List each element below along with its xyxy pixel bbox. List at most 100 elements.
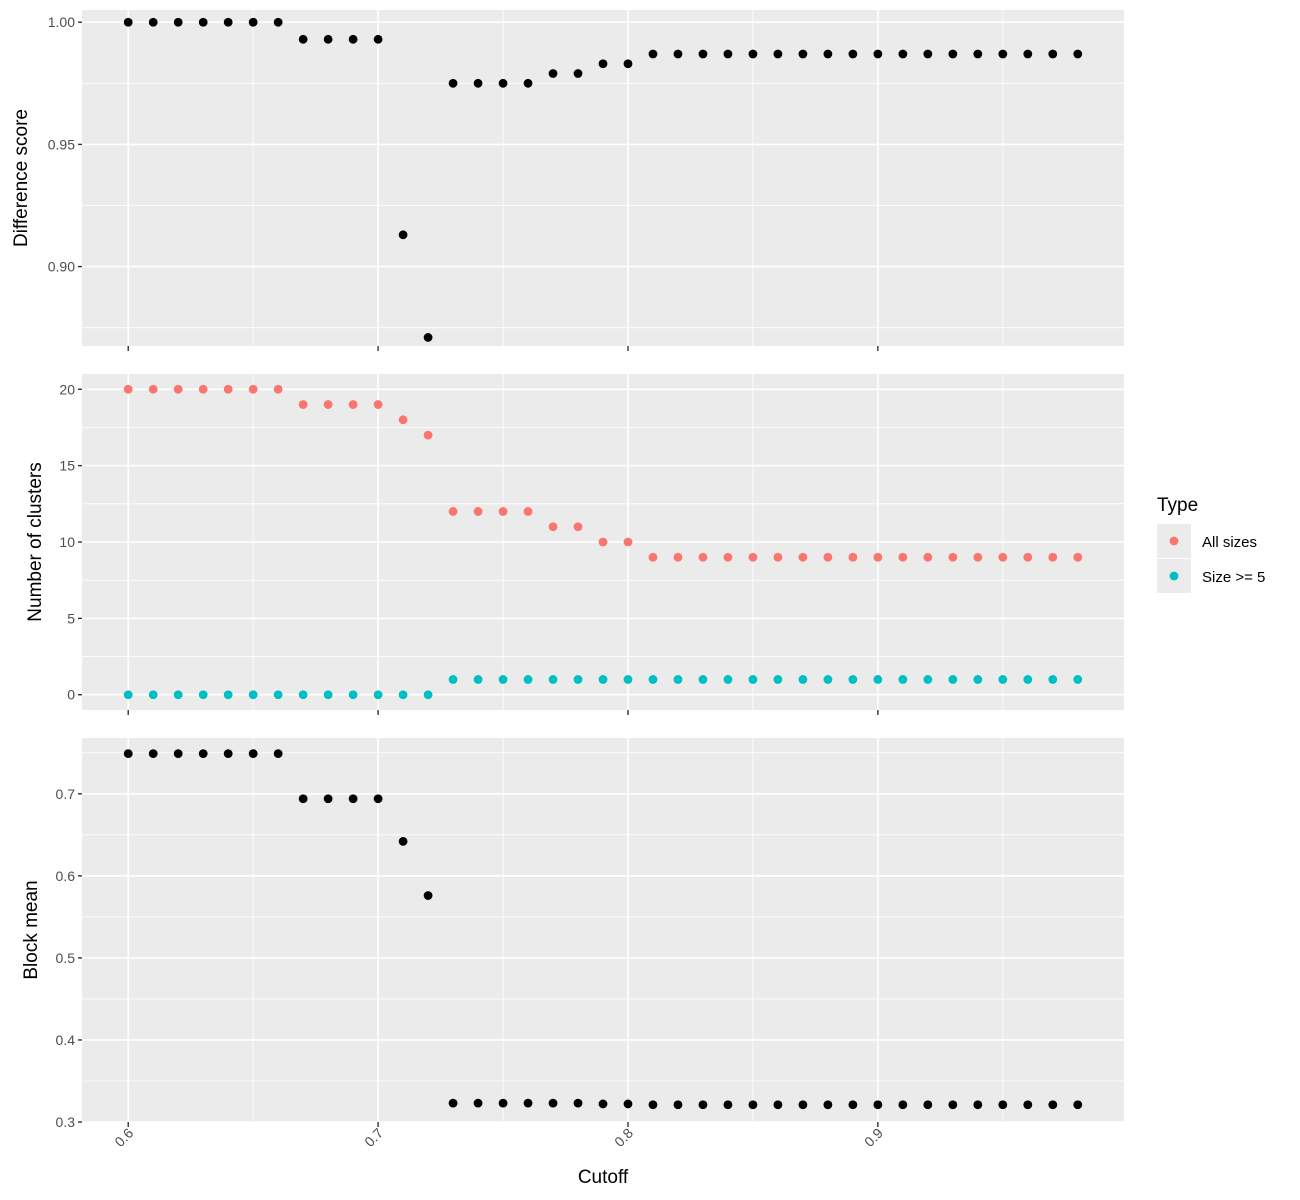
x-tick-label: 0.8 — [611, 1125, 636, 1150]
data-point — [773, 49, 783, 59]
data-point — [673, 1100, 683, 1110]
data-point — [998, 49, 1008, 59]
data-point-all-sizes — [498, 507, 508, 516]
data-point — [973, 1100, 983, 1110]
data-point-size-5 — [498, 675, 508, 684]
data-point-size-5 — [623, 675, 633, 684]
y-tick-label: 0.4 — [56, 1032, 76, 1048]
data-point — [773, 1100, 783, 1110]
y-tick-label: 0.95 — [48, 136, 75, 152]
legend: Type All sizes Size >= 5 — [1157, 495, 1265, 593]
y-tick-label: 0.90 — [48, 259, 75, 275]
data-point-size-5 — [523, 675, 533, 684]
data-point-all-sizes — [773, 552, 783, 562]
y-tick-label: 20 — [59, 381, 75, 397]
data-point-size-5 — [473, 675, 483, 684]
y-tick-label: 10 — [59, 534, 75, 550]
data-point-all-sizes — [573, 522, 583, 532]
data-point-all-sizes — [173, 384, 183, 394]
data-point — [573, 69, 583, 78]
data-point — [323, 34, 333, 44]
y-tick-label: 0.5 — [56, 950, 76, 966]
data-point — [1073, 1100, 1083, 1110]
y-tick-label: 0.6 — [56, 868, 76, 884]
data-point — [1048, 49, 1058, 59]
data-point-all-sizes — [973, 552, 983, 562]
data-point-all-sizes — [423, 430, 433, 440]
data-point — [623, 1099, 633, 1109]
data-point-all-sizes — [873, 552, 883, 562]
data-point-size-5 — [448, 675, 458, 684]
data-point — [848, 1100, 858, 1110]
data-point — [698, 49, 708, 59]
data-point-all-sizes — [223, 384, 233, 394]
data-point-all-sizes — [1023, 552, 1033, 562]
data-point-size-5 — [423, 690, 433, 700]
data-point — [498, 1098, 508, 1108]
data-point — [173, 749, 183, 758]
data-point — [648, 1100, 658, 1110]
data-point — [748, 1100, 758, 1110]
data-point-all-sizes — [348, 400, 358, 409]
data-point — [873, 49, 883, 59]
data-point — [923, 1100, 933, 1110]
data-point-size-5 — [248, 690, 258, 700]
legend-label-all-sizes: All sizes — [1202, 534, 1257, 551]
data-point-size-5 — [1073, 675, 1083, 684]
data-point — [273, 749, 283, 758]
data-point-all-sizes — [198, 384, 208, 394]
data-point — [348, 34, 358, 44]
data-point — [873, 1100, 883, 1110]
y-tick-label: 1.00 — [48, 14, 75, 30]
data-point — [273, 17, 283, 27]
data-point-size-5 — [348, 690, 358, 700]
panel-number-of-clusters: 0 5 10 15 20 Number of clusters — [25, 374, 1124, 715]
panel-difference-score: 0.90 0.95 1.00 Difference score — [11, 10, 1124, 351]
data-point — [473, 1098, 483, 1108]
data-point-size-5 — [373, 690, 383, 700]
legend-title: Type — [1157, 495, 1198, 516]
data-point — [423, 333, 433, 342]
data-point — [548, 69, 558, 78]
data-point — [173, 17, 183, 27]
data-point-all-sizes — [623, 537, 633, 547]
data-point-all-sizes — [473, 507, 483, 516]
data-point — [448, 1098, 458, 1108]
data-point-all-sizes — [148, 384, 158, 394]
data-point — [1073, 49, 1083, 59]
data-point-size-5 — [223, 690, 233, 700]
data-point-size-5 — [173, 690, 183, 700]
data-point-size-5 — [748, 675, 758, 684]
y-tick-label: 15 — [59, 458, 75, 474]
data-point-size-5 — [1023, 675, 1033, 684]
data-point — [348, 794, 358, 804]
data-point — [573, 1098, 583, 1108]
data-point — [948, 1100, 958, 1110]
y-axis-title: Number of clusters — [25, 462, 46, 621]
data-point — [998, 1100, 1008, 1110]
data-point — [723, 49, 733, 59]
data-point — [798, 1100, 808, 1110]
data-point — [823, 49, 833, 59]
data-point-size-5 — [648, 675, 658, 684]
data-point — [523, 78, 533, 88]
data-point-size-5 — [998, 675, 1008, 684]
data-point-size-5 — [298, 690, 308, 700]
data-point — [398, 836, 408, 846]
data-point-all-sizes — [998, 552, 1008, 562]
data-point-size-5 — [973, 675, 983, 684]
data-point — [923, 49, 933, 59]
data-point-size-5 — [198, 690, 208, 700]
data-point — [373, 794, 383, 804]
data-point — [473, 78, 483, 88]
data-point-size-5 — [823, 675, 833, 684]
data-point-size-5 — [573, 675, 583, 684]
data-point-size-5 — [123, 690, 133, 700]
data-point — [673, 49, 683, 59]
data-point — [298, 34, 308, 44]
y-tick-label: 0 — [67, 687, 75, 703]
data-point-all-sizes — [448, 507, 458, 516]
data-point-all-sizes — [398, 415, 408, 425]
data-point — [698, 1100, 708, 1110]
